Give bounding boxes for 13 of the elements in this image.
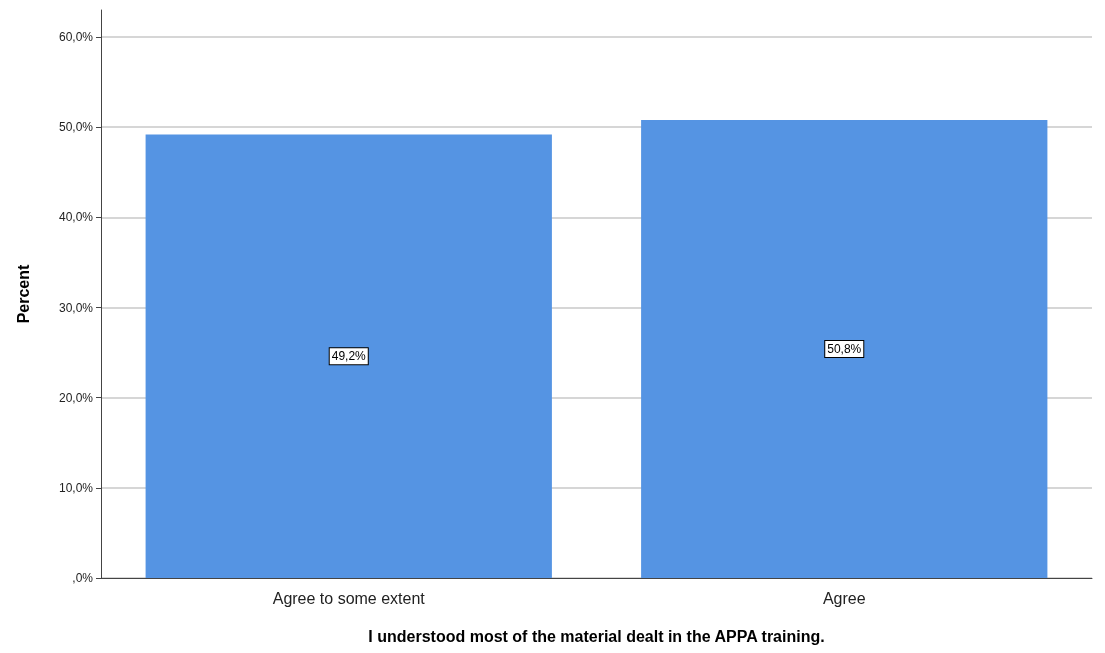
y-tick-label: 10,0% <box>58 480 94 495</box>
y-tick-label: ,0% <box>72 571 94 585</box>
y-tick-label: 40,0% <box>58 210 94 225</box>
x-tick-label: Agree to some extent <box>272 589 426 607</box>
data-label: 50,8% <box>827 342 862 356</box>
y-tick-label: 20,0% <box>58 390 94 405</box>
y-tick-label: 60,0% <box>58 30 94 45</box>
y-tick-label: 30,0% <box>58 300 94 315</box>
data-label: 49,2% <box>331 349 367 364</box>
x-axis-title: I understood most of the material dealt in the APPA training. <box>368 627 825 645</box>
y-tick-label: 50,0% <box>58 120 94 135</box>
x-tick-label: Agree <box>822 589 866 607</box>
y-axis-title: Percent <box>14 263 32 324</box>
